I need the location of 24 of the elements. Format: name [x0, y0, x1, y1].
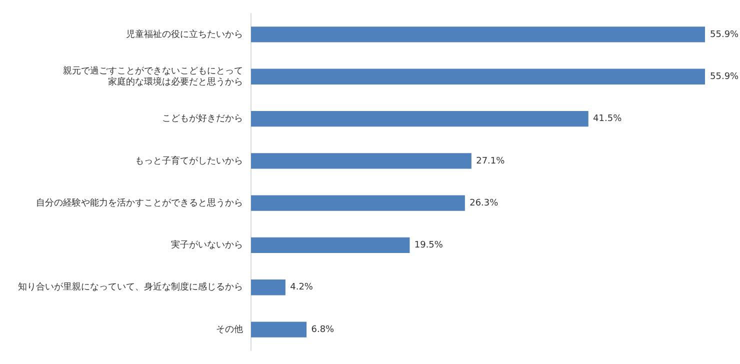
bar: [251, 322, 307, 338]
bar: [251, 280, 286, 296]
y-tick-label: もっと子育てがしたいから: [135, 155, 243, 166]
y-tick-label: 親元で過ごすことができないこどもにとって家庭的な環境は必要だと思うから: [63, 66, 243, 88]
y-tick-label: 知り合いが里親になっていて、身近な制度に感じるから: [18, 282, 243, 293]
y-tick-label: こどもが好きだから: [162, 113, 243, 124]
data-label: 41.5%: [593, 114, 622, 124]
y-tick-label: 自分の経験や能力を活かすことができると思うから: [36, 197, 243, 208]
y-tick-label: 実子がいないから: [171, 240, 243, 251]
data-label: 27.1%: [476, 156, 506, 166]
bar: [251, 153, 472, 169]
data-label: 26.3%: [470, 198, 499, 208]
data-label: 55.9%: [710, 30, 740, 40]
bar: [251, 110, 588, 127]
y-tick-label: 児童福祉の役に立ちたいから: [126, 28, 243, 40]
bar: [251, 26, 705, 42]
data-label: 19.5%: [414, 240, 444, 251]
bar: [251, 237, 410, 254]
y-tick-label: その他: [216, 324, 243, 335]
data-label: 4.2%: [290, 282, 314, 293]
bar: [251, 68, 705, 84]
bar: [251, 195, 465, 211]
data-label: 55.9%: [710, 72, 740, 82]
data-label: 6.8%: [311, 324, 335, 335]
